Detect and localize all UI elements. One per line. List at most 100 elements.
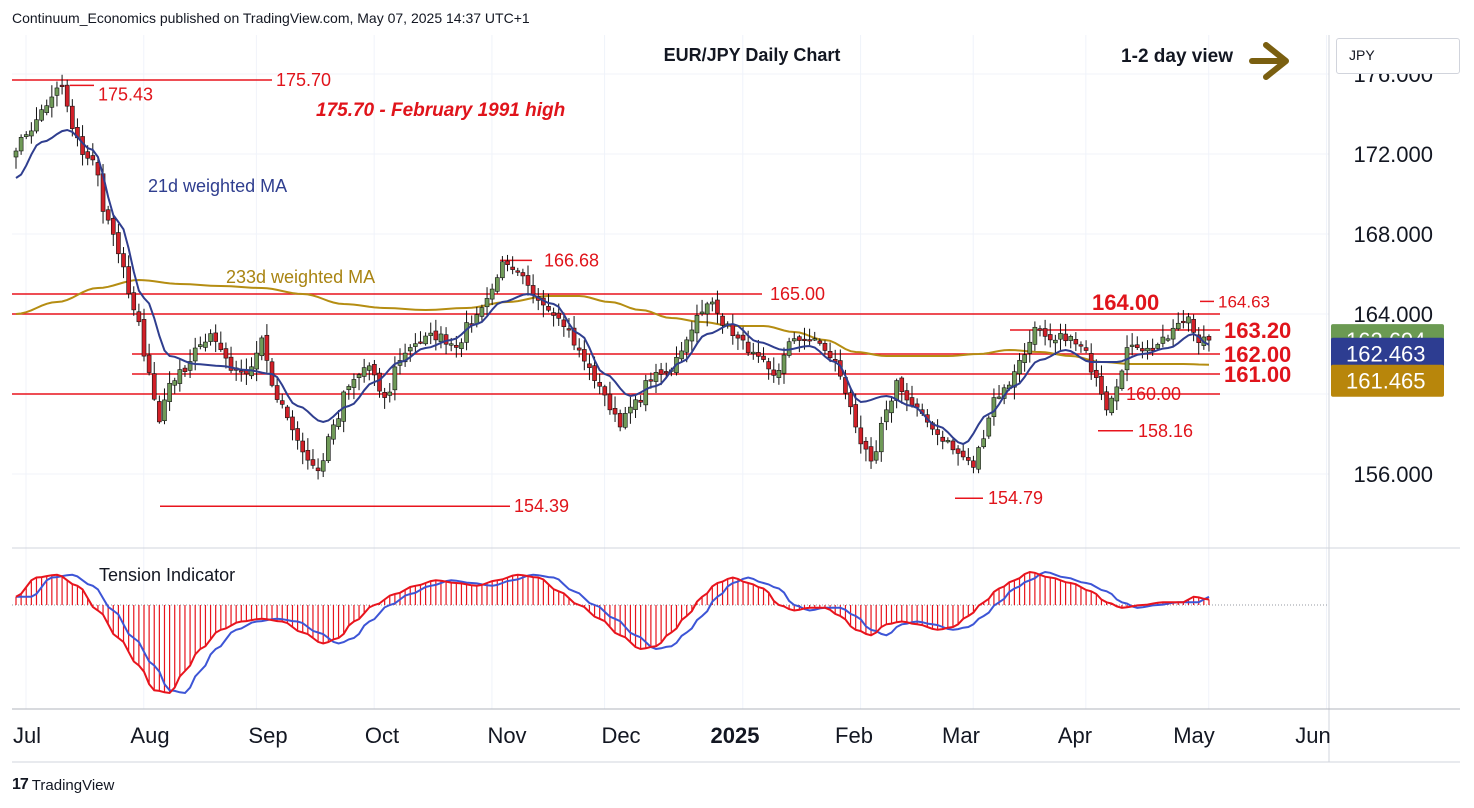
ma21-label: 21d weighted MA (148, 176, 287, 196)
candle-down (592, 365, 597, 381)
candle-up (679, 350, 684, 360)
candle-down (868, 446, 874, 462)
candle-up (346, 386, 352, 391)
candle-down (571, 327, 577, 346)
level-label-154.79: 154.79 (988, 488, 1043, 508)
candle-up (976, 447, 981, 470)
candle-up (428, 332, 434, 336)
candle-down (454, 344, 459, 348)
candle-up (29, 130, 34, 137)
candle-down (1047, 334, 1053, 341)
candle-down (648, 379, 654, 382)
candle-down (310, 459, 316, 466)
candle-down (663, 371, 669, 374)
candle-down (116, 232, 121, 255)
candle-down (607, 393, 613, 411)
candle-up (192, 347, 198, 362)
x-tick-label: Aug (130, 723, 169, 748)
candle-down (274, 385, 280, 400)
candle-down (802, 338, 807, 341)
y-tick-label: 172.000 (1353, 142, 1433, 167)
level-label-161.00: 161.00 (1224, 362, 1291, 387)
candle-up (49, 96, 55, 108)
candle-up (776, 370, 782, 378)
candle-up (1119, 370, 1125, 389)
candle-up (1058, 333, 1063, 340)
candle-up (996, 396, 1002, 399)
candle-up (54, 87, 60, 96)
candle-up (812, 338, 818, 341)
candle-up (1012, 371, 1017, 388)
currency-selector[interactable]: JPY (1336, 38, 1460, 74)
candle-down (745, 341, 751, 353)
candle-down (136, 311, 142, 323)
level-label-154.39: 154.39 (514, 496, 569, 516)
candle-up (361, 367, 367, 377)
candle-up (1186, 316, 1191, 324)
chart-title: EUR/JPY Daily Chart (664, 45, 841, 65)
candle-down (228, 356, 234, 371)
level-label-163.20: 163.20 (1224, 318, 1291, 343)
candle-down (151, 373, 157, 400)
candle-up (981, 438, 986, 448)
candle-down (1104, 391, 1109, 411)
candle-down (756, 352, 761, 357)
candle-up (622, 413, 628, 428)
candle-up (351, 379, 357, 388)
candle-down (505, 260, 510, 265)
price-badge (1331, 364, 1444, 397)
candle-up (387, 391, 393, 396)
candle-up (44, 105, 50, 113)
candle-up (438, 333, 444, 342)
candle-down (612, 408, 618, 415)
candle-down (433, 330, 439, 341)
candle-up (1165, 338, 1171, 341)
time-axis[interactable]: Jul Aug Sep Oct Nov Dec 2025 Feb Mar Apr May Jun (13, 723, 1331, 748)
candle-down (382, 392, 387, 398)
candle-down (950, 440, 956, 451)
candle-up (39, 109, 44, 121)
tradingview-logo[interactable]: 17 TradingView (12, 776, 114, 794)
candle-up (1022, 354, 1027, 363)
tension-indicator-label: Tension Indicator (99, 565, 235, 585)
candle-down (264, 334, 270, 361)
candle-down (904, 390, 910, 401)
candle-down (64, 84, 70, 107)
x-tick-label: Dec (601, 723, 640, 748)
candle-down (966, 457, 971, 461)
candle-up (423, 335, 428, 345)
candle-down (1181, 320, 1186, 324)
candle-up (694, 315, 700, 334)
candle-up (336, 418, 341, 427)
candle-down (85, 151, 90, 159)
candle-down (848, 392, 853, 408)
level-label-165.00: 165.00 (770, 284, 825, 304)
candle-down (105, 209, 111, 221)
candle-down (740, 334, 746, 341)
view-label: 1-2 day view (1121, 46, 1233, 67)
candle-up (1068, 336, 1074, 341)
candle-down (530, 285, 536, 295)
candle-up (187, 361, 193, 371)
candle-down (141, 319, 147, 357)
level-label-175.43: 175.43 (98, 84, 153, 104)
price-badge-label: 162.463 (1346, 342, 1426, 367)
level-label-164.63: 164.63 (1218, 292, 1270, 311)
candle-up (699, 311, 705, 314)
candle-down (940, 436, 946, 442)
candle-up (34, 119, 39, 132)
candle-up (13, 150, 19, 158)
level-label-175.70: 175.70 (276, 70, 331, 90)
candle-up (704, 303, 710, 315)
candle-up (1155, 344, 1161, 349)
candle-up (945, 440, 951, 443)
publisher-header: Continuum_Economics published on Trading… (12, 10, 530, 26)
candle-up (684, 339, 690, 353)
candle-down (576, 347, 582, 351)
candle-down (1078, 344, 1084, 347)
candle-down (1140, 348, 1145, 352)
candle-up (459, 342, 464, 349)
